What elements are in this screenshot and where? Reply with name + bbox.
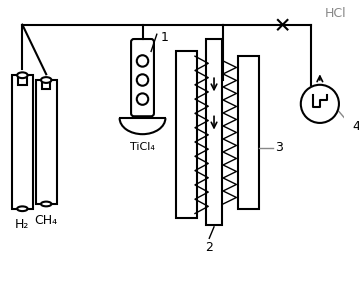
Bar bbox=[42, 80, 50, 89]
Ellipse shape bbox=[41, 201, 51, 206]
Circle shape bbox=[301, 85, 339, 123]
Bar bbox=[206, 39, 222, 225]
Text: TiCl₄: TiCl₄ bbox=[130, 142, 155, 152]
Text: HCl: HCl bbox=[325, 7, 346, 20]
Bar bbox=[18, 75, 27, 85]
Bar bbox=[176, 51, 197, 218]
Text: 2: 2 bbox=[205, 241, 213, 254]
Circle shape bbox=[137, 93, 148, 105]
Ellipse shape bbox=[17, 72, 28, 78]
Bar bbox=[238, 56, 259, 209]
Bar bbox=[36, 80, 57, 204]
Text: 1: 1 bbox=[160, 30, 168, 44]
Text: H₂: H₂ bbox=[15, 218, 29, 231]
Ellipse shape bbox=[17, 206, 28, 211]
Bar bbox=[12, 75, 33, 209]
Text: CH₄: CH₄ bbox=[34, 213, 58, 227]
Ellipse shape bbox=[41, 77, 51, 83]
Text: 4: 4 bbox=[352, 120, 359, 133]
Text: 3: 3 bbox=[275, 141, 283, 154]
Circle shape bbox=[137, 55, 148, 67]
Circle shape bbox=[137, 74, 148, 86]
FancyBboxPatch shape bbox=[131, 39, 154, 116]
